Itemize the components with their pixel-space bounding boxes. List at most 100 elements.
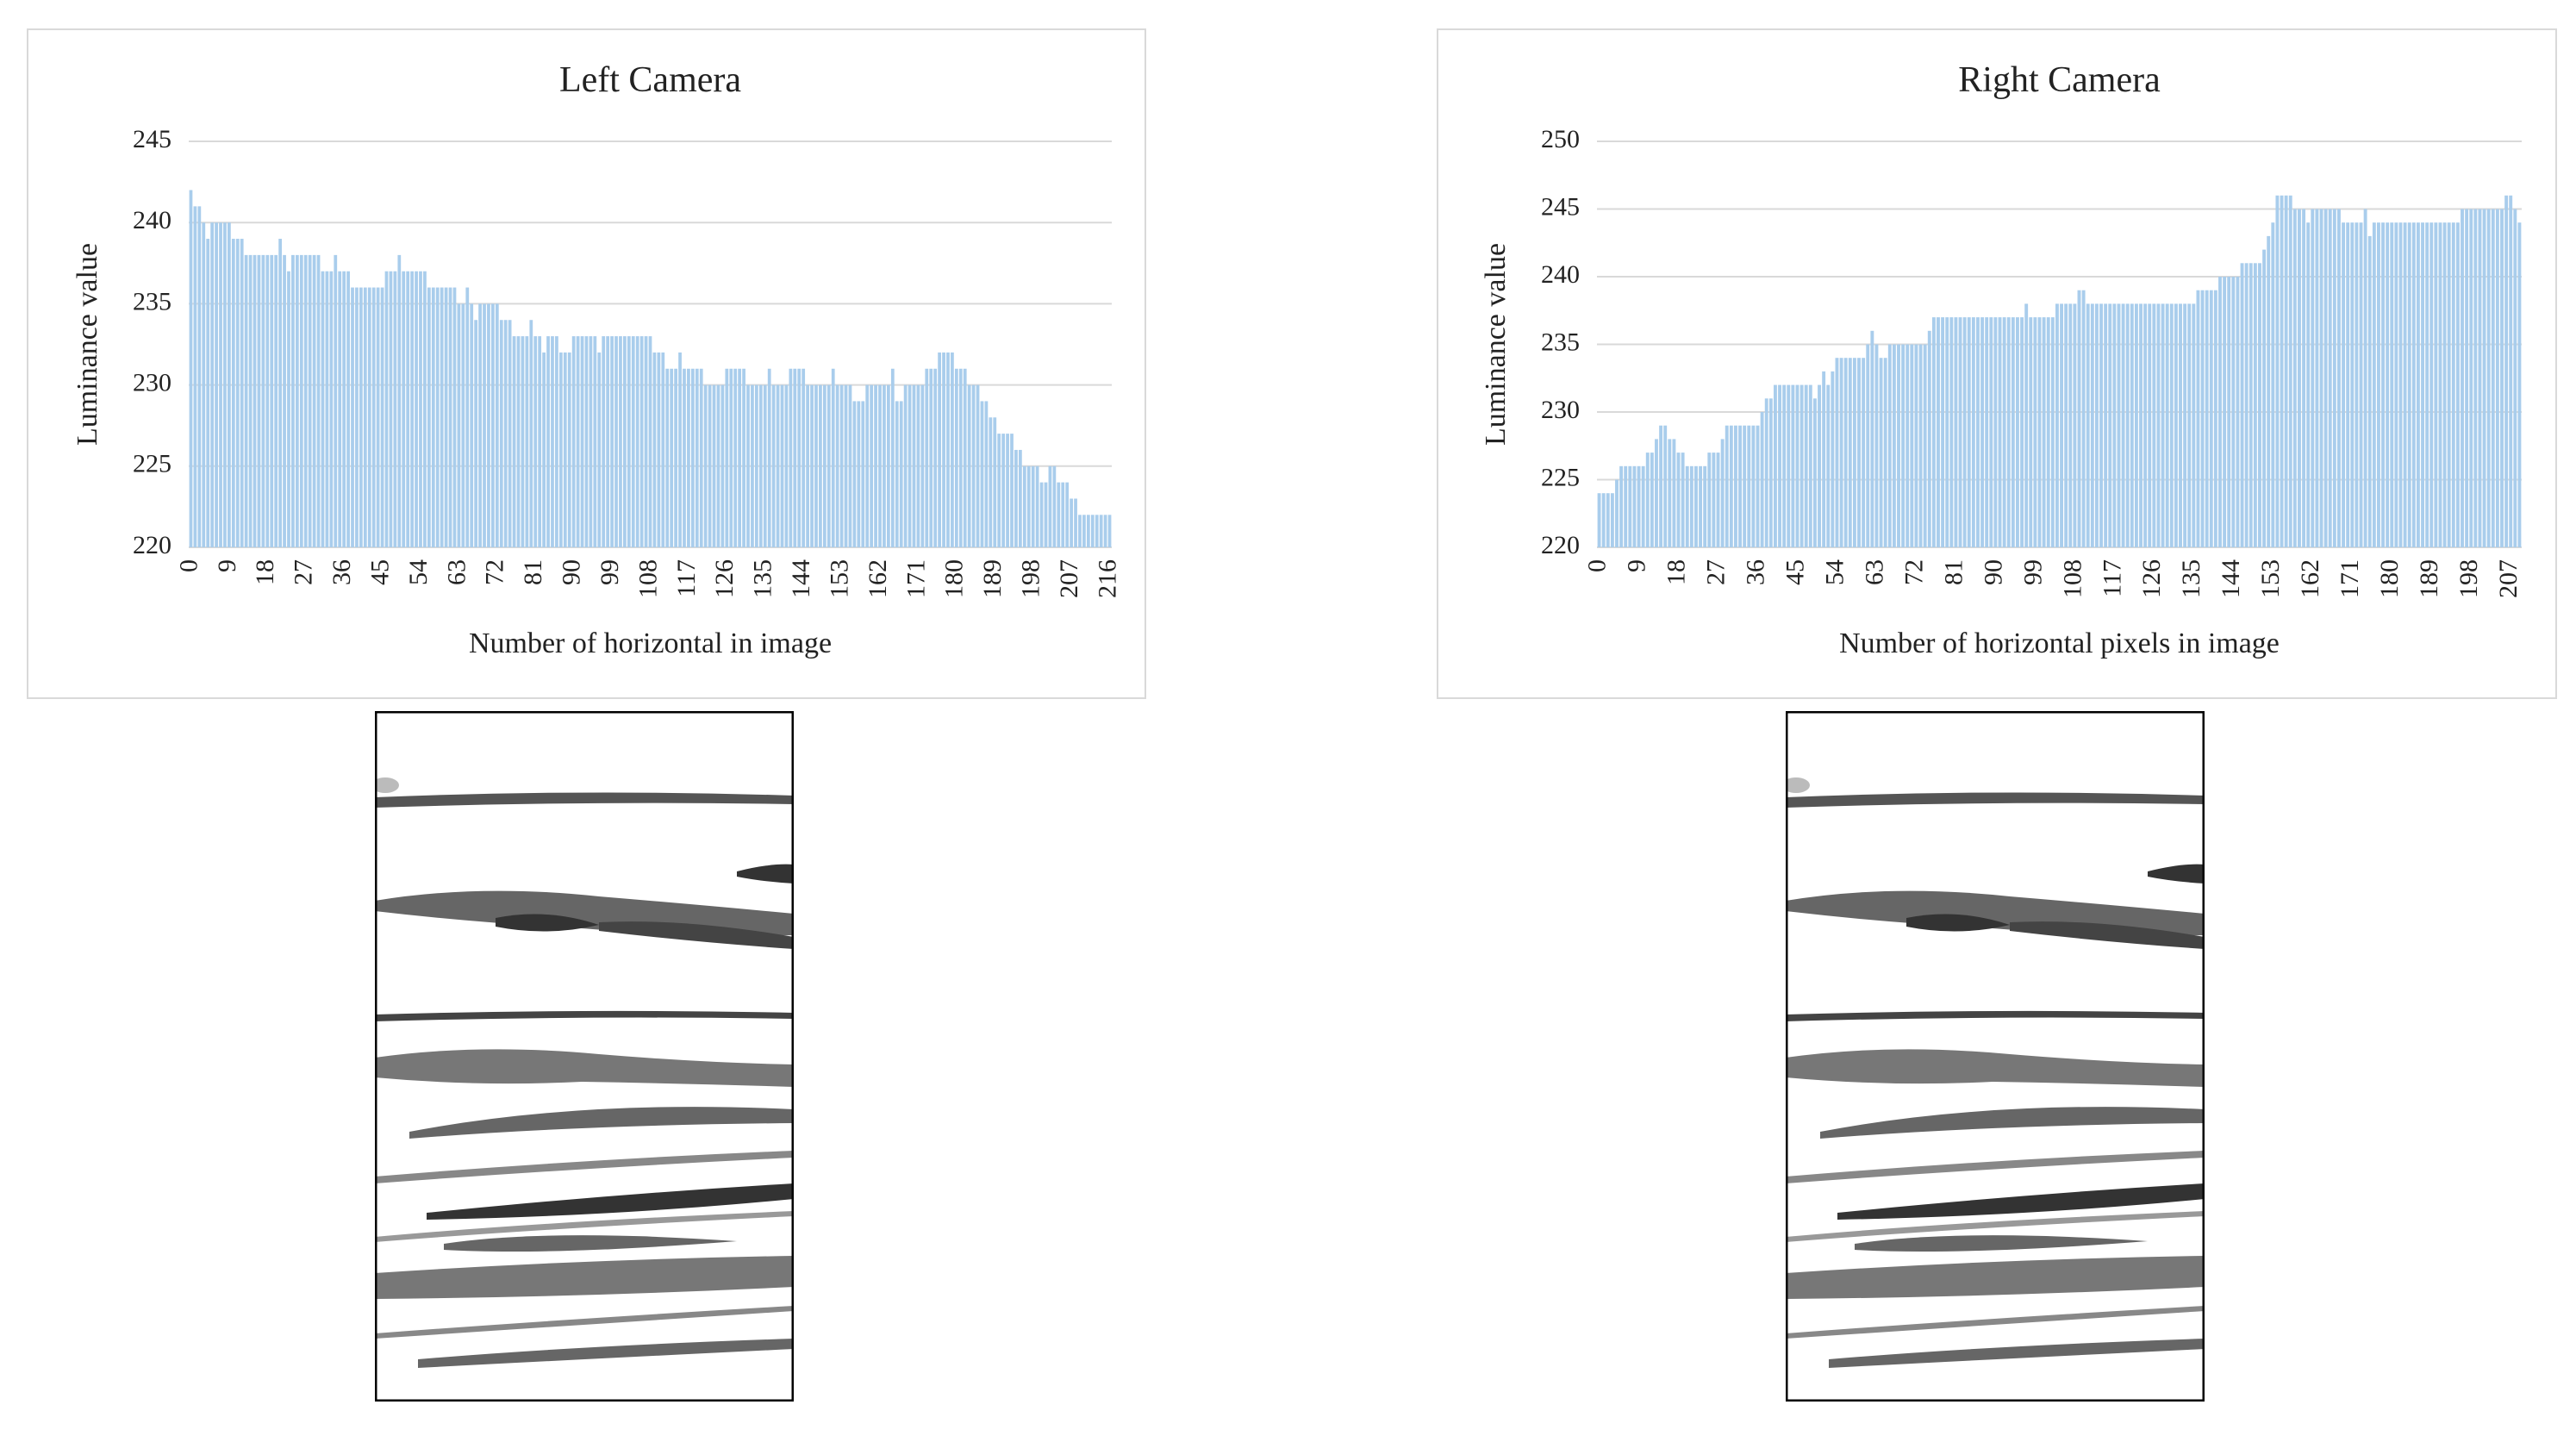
x-tick-label: 144 xyxy=(787,559,815,598)
y-tick-label: 235 xyxy=(1541,328,1580,356)
x-tick-label: 198 xyxy=(2454,559,2483,598)
bar xyxy=(695,368,699,547)
bar xyxy=(287,271,290,547)
bar xyxy=(976,384,980,547)
bar xyxy=(1632,465,1637,547)
bar xyxy=(2139,303,2143,547)
bar xyxy=(1883,358,1887,547)
x-tick-label: 216 xyxy=(1093,559,1121,598)
bar xyxy=(2209,290,2213,547)
bar xyxy=(2262,249,2267,547)
bar xyxy=(2125,303,2130,547)
bar xyxy=(521,336,525,547)
bar xyxy=(2033,317,2037,547)
bar xyxy=(1808,384,1812,547)
bar xyxy=(2398,222,2403,547)
x-tick-label: 153 xyxy=(2256,559,2285,598)
bar xyxy=(461,303,465,547)
bar xyxy=(338,271,342,547)
bar xyxy=(2108,303,2112,547)
x-tick-label: 162 xyxy=(864,559,892,598)
bar xyxy=(2112,303,2117,547)
bar xyxy=(2029,317,2033,547)
y-tick-label: 220 xyxy=(133,531,172,559)
bar xyxy=(1086,515,1090,547)
bar xyxy=(295,254,299,547)
bar xyxy=(623,336,627,547)
bar xyxy=(2020,317,2024,547)
bar xyxy=(1768,398,1773,547)
x-tick-label: 63 xyxy=(442,559,471,585)
bar xyxy=(210,222,215,547)
bar xyxy=(542,352,546,547)
bar xyxy=(2394,222,2398,547)
bar xyxy=(2455,222,2460,547)
bar xyxy=(1061,482,1065,547)
bar xyxy=(878,384,882,547)
bar xyxy=(555,336,558,547)
bar xyxy=(1610,493,1614,547)
bar xyxy=(1743,425,1747,547)
y-tick-label: 240 xyxy=(133,206,172,234)
bar xyxy=(1659,425,1663,547)
bar xyxy=(376,287,380,547)
bar xyxy=(2055,303,2059,547)
bar xyxy=(627,336,631,547)
bar xyxy=(1703,465,1707,547)
bar xyxy=(1835,358,1839,547)
x-tick-label: 135 xyxy=(2177,559,2205,598)
x-tick-label: 180 xyxy=(2375,559,2404,598)
bar xyxy=(2258,263,2261,547)
y-tick-label: 250 xyxy=(1541,125,1580,153)
bar xyxy=(989,417,993,547)
bar xyxy=(2403,222,2407,547)
bar xyxy=(1052,465,1057,547)
x-tick-label: 171 xyxy=(901,559,930,598)
bar xyxy=(444,287,448,547)
bar xyxy=(2205,290,2209,547)
bar xyxy=(733,368,738,547)
bar xyxy=(2434,222,2438,547)
bar xyxy=(742,368,745,547)
bar xyxy=(2275,195,2280,548)
bar xyxy=(2469,209,2473,547)
bar xyxy=(2284,195,2288,548)
bar xyxy=(2016,317,2019,547)
bar xyxy=(1689,465,1693,547)
bar xyxy=(657,352,661,547)
bar xyxy=(1725,425,1729,547)
bar xyxy=(397,254,402,547)
bar xyxy=(558,352,563,547)
bar xyxy=(665,368,670,547)
bar xyxy=(389,271,393,547)
bar xyxy=(639,336,644,547)
bar xyxy=(193,206,197,548)
bar xyxy=(1773,384,1777,547)
bar xyxy=(589,336,593,547)
bar xyxy=(584,336,589,547)
bar xyxy=(776,384,780,547)
bar xyxy=(1645,453,1650,547)
x-tick-label: 162 xyxy=(2296,559,2324,598)
x-tick-label: 207 xyxy=(2494,559,2523,598)
y-tick-label: 245 xyxy=(1541,192,1580,221)
bar xyxy=(1971,317,1975,547)
bar xyxy=(758,384,763,547)
bar xyxy=(1826,384,1831,547)
bar xyxy=(1716,453,1720,547)
bar xyxy=(954,368,958,547)
bar xyxy=(228,222,231,547)
bar xyxy=(329,271,334,547)
bar xyxy=(1031,465,1035,547)
bar xyxy=(2425,222,2429,547)
bar xyxy=(384,271,389,547)
bar xyxy=(1831,371,1835,547)
x-tick-label: 18 xyxy=(1662,559,1690,585)
bar xyxy=(2416,222,2420,547)
bar xyxy=(946,352,950,547)
x-tick-label: 72 xyxy=(1899,559,1928,585)
bar xyxy=(303,254,308,547)
bar xyxy=(2442,222,2447,547)
bar xyxy=(708,384,712,547)
